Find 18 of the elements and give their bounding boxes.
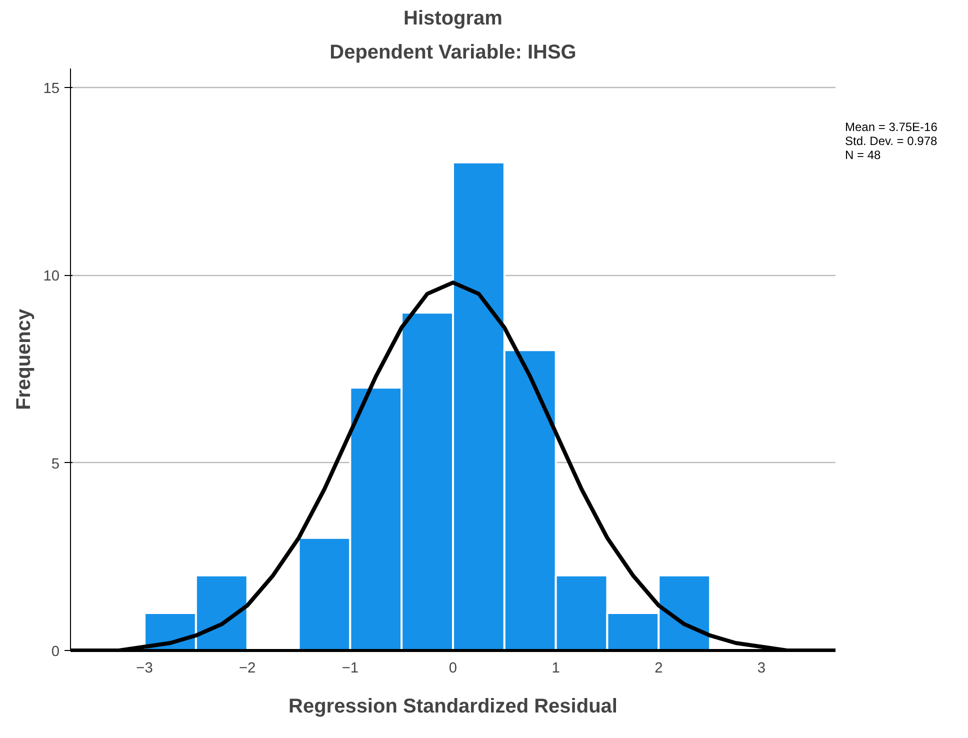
text: Std. Dev. = 0.978 (845, 134, 938, 148)
chart-subtitle: Dependent Variable: IHSG (330, 42, 576, 64)
chart-title: Histogram (404, 8, 502, 30)
x-tick-label: 2 (654, 660, 663, 676)
x-tick-label: −2 (239, 660, 256, 676)
y-tick-label: 10 (43, 268, 60, 285)
text: Mean = 3.75E-16 (845, 120, 938, 134)
x-axis-title: Regression Standardized Residual (288, 696, 618, 718)
text: N = 48 (845, 148, 881, 162)
x-tick-label: −1 (342, 660, 359, 676)
x-tick-label: 3 (757, 660, 766, 676)
x-tick-label: −3 (136, 660, 153, 676)
y-tick-label: 0 (51, 644, 60, 660)
y-tick-label: 15 (43, 80, 60, 97)
y-axis-title: Frequency (13, 308, 36, 410)
x-tick-label: 0 (448, 660, 458, 676)
y-tick-label: 5 (51, 456, 60, 472)
x-tick-label: 1 (552, 660, 560, 676)
